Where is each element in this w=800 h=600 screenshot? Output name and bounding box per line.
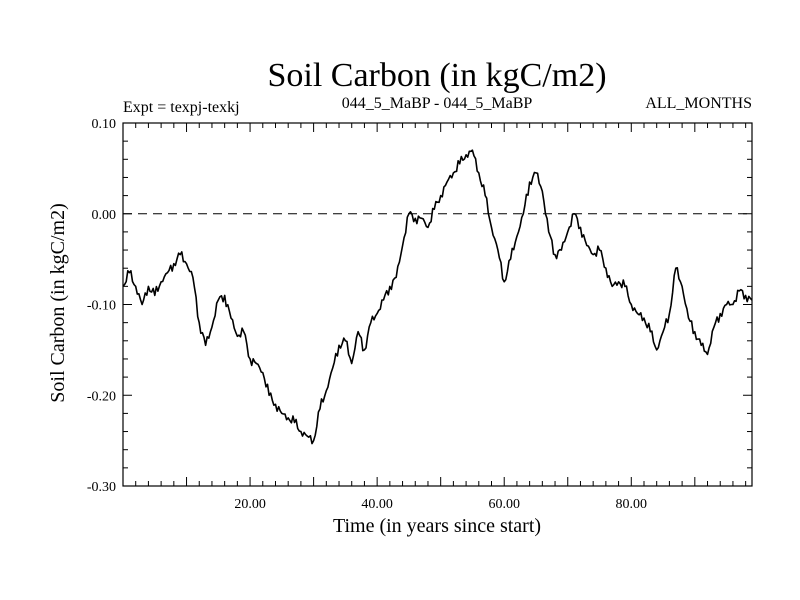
x-tick-label: 80.00 xyxy=(616,497,648,512)
months-label: ALL_MONTHS xyxy=(645,95,752,112)
series-line xyxy=(122,149,753,445)
x-tick-label: 20.00 xyxy=(234,497,266,512)
period-label: 044_5_MaBP - 044_5_MaBP xyxy=(342,95,533,112)
y-tick-label: 0.10 xyxy=(92,117,117,132)
ticks: 20.00 40.00 60.00 80.00 0.10 0.00 -0.10 -0.20 -0… xyxy=(87,117,752,512)
x-axis-label: Time (in years since start) xyxy=(333,515,541,537)
y-tick-label: -0.20 xyxy=(87,389,116,404)
x-tick-label: 40.00 xyxy=(361,497,393,512)
series xyxy=(122,149,753,445)
experiment-label: Expt = texpj-texkj xyxy=(123,99,240,116)
axes xyxy=(122,122,753,487)
y-axis-label: Soil Carbon (in kgC/m2) xyxy=(47,203,69,402)
chart-title: Soil Carbon (in kgC/m2) xyxy=(267,57,606,94)
y-tick-label: 0.00 xyxy=(92,208,117,223)
y-tick-label: -0.10 xyxy=(87,299,116,314)
plot-frame xyxy=(122,122,753,487)
x-tick-label: 60.00 xyxy=(488,497,520,512)
y-tick-label: -0.30 xyxy=(87,480,116,495)
